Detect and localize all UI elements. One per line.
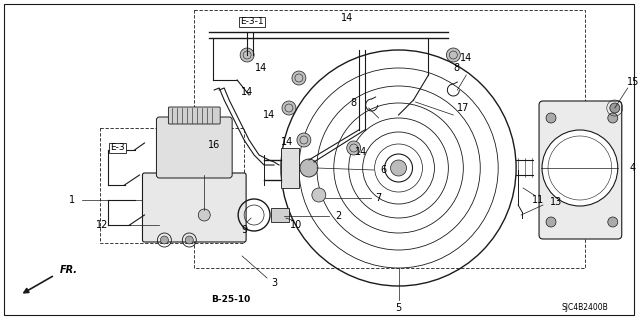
Text: 8: 8 [351, 98, 356, 108]
Text: 1: 1 [68, 195, 75, 205]
Text: B-25-10: B-25-10 [212, 295, 251, 305]
Bar [281, 148, 299, 188]
Text: E-3: E-3 [110, 144, 125, 152]
Circle shape [312, 188, 326, 202]
Circle shape [608, 113, 618, 123]
Circle shape [161, 236, 168, 244]
Circle shape [240, 48, 254, 62]
Circle shape [542, 130, 618, 206]
Text: 14: 14 [255, 63, 267, 73]
Circle shape [546, 217, 556, 227]
Circle shape [292, 71, 306, 85]
Text: 17: 17 [457, 103, 470, 113]
Text: 14: 14 [340, 13, 353, 23]
FancyBboxPatch shape [156, 117, 232, 178]
FancyBboxPatch shape [539, 101, 621, 239]
Circle shape [297, 133, 311, 147]
Text: 8: 8 [453, 63, 460, 73]
Bar [195, 10, 585, 268]
Text: 10: 10 [290, 220, 302, 230]
Text: 9: 9 [241, 225, 247, 235]
Text: 14: 14 [281, 137, 293, 147]
Text: 14: 14 [460, 53, 472, 63]
Circle shape [198, 209, 210, 221]
Text: 5: 5 [396, 303, 402, 313]
Text: 14: 14 [263, 110, 275, 120]
Text: 13: 13 [550, 197, 562, 207]
Circle shape [390, 160, 406, 176]
Text: 4: 4 [630, 163, 636, 173]
Text: FR.: FR. [60, 265, 78, 275]
Text: 15: 15 [627, 77, 639, 87]
Bar [100, 128, 244, 243]
Text: 2: 2 [335, 211, 342, 221]
Circle shape [282, 101, 296, 115]
Circle shape [446, 48, 460, 62]
Text: 14: 14 [241, 87, 253, 97]
FancyBboxPatch shape [168, 107, 220, 124]
Circle shape [186, 236, 193, 244]
Circle shape [347, 141, 361, 155]
Bar [271, 208, 289, 222]
Circle shape [546, 113, 556, 123]
Text: 7: 7 [376, 193, 381, 203]
Text: SJC4B2400B: SJC4B2400B [561, 303, 608, 313]
Text: 12: 12 [97, 220, 109, 230]
Text: 3: 3 [271, 278, 277, 288]
Text: 11: 11 [532, 195, 544, 205]
Text: 14: 14 [355, 147, 367, 157]
FancyBboxPatch shape [143, 173, 246, 242]
Circle shape [610, 103, 620, 113]
Text: 16: 16 [208, 140, 220, 150]
Text: 6: 6 [381, 165, 387, 175]
Circle shape [300, 159, 318, 177]
Circle shape [608, 217, 618, 227]
Text: E-3-1: E-3-1 [240, 18, 264, 26]
